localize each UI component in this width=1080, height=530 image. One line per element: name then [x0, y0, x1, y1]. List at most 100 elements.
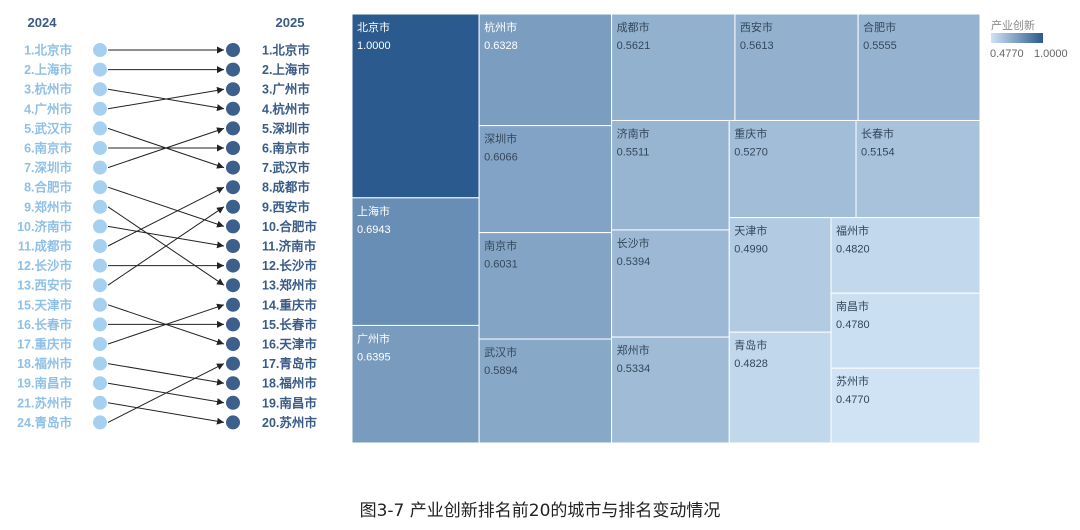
right-rank-dot: [226, 101, 240, 116]
left-year-header: 2024: [28, 15, 58, 30]
treemap-cell-rect: [857, 13, 981, 121]
left-rank-label: 9.郑州市: [24, 199, 72, 214]
treemap-cell-name: 成都市: [617, 20, 650, 34]
right-rank-label: 16.天津市: [262, 337, 317, 352]
treemap-cell-name: 西安市: [740, 20, 773, 34]
treemap-cell-rect: [734, 13, 859, 121]
treemap-cell: 南京市 0.6031: [478, 232, 613, 340]
treemap-cell-name: 杭州市: [484, 20, 517, 34]
left-rank-dot: [93, 199, 107, 214]
right-rank-label: 9.西安市: [262, 199, 310, 214]
treemap-cell: 成都市 0.5621: [611, 13, 736, 121]
left-rank-label: 3.杭州市: [24, 82, 72, 97]
rank-change-arrow: [107, 363, 225, 423]
right-rank-dot: [226, 278, 240, 293]
left-rank-dot: [93, 337, 107, 351]
right-rank-dot: [226, 180, 240, 195]
left-rank-label: 10.济南市: [17, 219, 72, 234]
treemap-cell-name: 重庆市: [734, 126, 767, 140]
right-rank-dot: [226, 160, 240, 175]
treemap-cells: 北京市 1.0000 上海市 0.6943 广州市 0.6395 杭州市 0.6328 深圳市 0…: [351, 13, 981, 444]
legend-title: 产业创新: [991, 20, 1035, 32]
left-rank-dot: [93, 180, 107, 195]
treemap-cell-value: 0.5394: [617, 256, 651, 268]
left-rank-label: 6.南京市: [24, 141, 72, 156]
treemap-cell: 长沙市 0.5394: [611, 229, 730, 338]
left-rank-dot: [93, 62, 107, 77]
treemap-cell-name: 上海市: [357, 204, 390, 218]
rank-change-arrow: [107, 206, 225, 286]
left-rank-dot: [93, 297, 107, 312]
left-rank-dot: [93, 258, 107, 273]
right-rank-label: 6.南京市: [262, 141, 310, 156]
right-rank-label: 14.重庆市: [262, 297, 317, 312]
right-rank-dot: [226, 317, 240, 332]
treemap-cell-name: 南京市: [484, 239, 517, 253]
treemap-cell-rect: [611, 119, 730, 231]
left-rank-label: 2.上海市: [24, 62, 72, 77]
right-rank-dot: [226, 82, 240, 97]
treemap-cell: 北京市 1.0000: [351, 13, 480, 199]
rank-change-arrow: [107, 186, 225, 247]
treemap-cell-name: 南昌市: [836, 299, 869, 313]
rank-change-arrow: [107, 86, 225, 110]
treemap-cell-name: 广州市: [357, 331, 390, 345]
treemap-cell-value: 0.5621: [617, 40, 651, 52]
right-rank-label: 11.济南市: [262, 239, 317, 254]
treemap-cell-value: 0.6395: [357, 351, 391, 363]
right-rank-dot: [226, 376, 240, 391]
treemap-cell-value: 0.5334: [617, 363, 651, 375]
right-rank-dot: [226, 219, 240, 234]
treemap-cell-name: 郑州市: [617, 343, 650, 357]
treemap-cell-rect: [351, 324, 480, 444]
treemap-cell-rect: [351, 13, 480, 199]
right-rank-dot: [226, 258, 240, 273]
left-rank-label: 15.天津市: [17, 297, 72, 312]
treemap-cell-name: 天津市: [734, 224, 767, 238]
legend-color-bar: [991, 33, 1043, 43]
treemap-cell-value: 0.4990: [734, 244, 768, 256]
left-rank-dot: [93, 415, 107, 430]
treemap-cell: 苏州市 0.4770: [830, 367, 981, 444]
treemap-cell-value: 0.6066: [484, 152, 518, 164]
left-rank-dot: [93, 395, 107, 410]
left-rank-column: 1.北京市 2.上海市 3.杭州市 4.广州市 5.武汉市 6.南京市 7.深圳市 8.合肥市…: [17, 43, 107, 430]
right-rank-label: 3.广州市: [262, 82, 310, 97]
treemap-cell-rect: [855, 119, 981, 219]
treemap-cell: 长春市 0.5154: [855, 119, 981, 219]
treemap-cell: 南昌市 0.4780: [830, 292, 981, 369]
rank-links: [107, 46, 225, 425]
treemap-cell-name: 长沙市: [617, 236, 650, 250]
rank-change-arrow: [107, 363, 225, 386]
right-year-header: 2025: [276, 15, 305, 30]
treemap-cell-rect: [478, 13, 613, 127]
right-rank-dot: [226, 62, 240, 77]
treemap-cell: 合肥市 0.5555: [857, 13, 981, 121]
treemap-cell-name: 青岛市: [734, 338, 767, 352]
left-rank-label: 7.深圳市: [24, 160, 72, 175]
treemap-cell-value: 0.5270: [734, 146, 768, 158]
treemap-cell-name: 合肥市: [863, 20, 896, 34]
left-rank-dot: [93, 121, 107, 136]
treemap-cell-value: 0.4780: [836, 319, 870, 331]
left-rank-label: 17.重庆市: [17, 337, 72, 352]
left-rank-dot: [93, 239, 107, 253]
right-rank-label: 10.合肥市: [262, 219, 317, 234]
treemap-cell: 济南市 0.5511: [611, 119, 730, 231]
left-rank-label: 21.苏州市: [17, 395, 72, 410]
left-rank-dot: [93, 160, 107, 175]
left-rank-label: 11.成都市: [18, 239, 73, 254]
treemap-cell: 深圳市 0.6066: [478, 125, 613, 234]
treemap-cell-value: 0.6943: [357, 224, 391, 236]
treemap-cell-rect: [611, 229, 730, 338]
rank-change-arrow: [107, 127, 225, 169]
right-rank-label: 7.武汉市: [262, 160, 310, 175]
left-rank-label: 12.长沙市: [17, 258, 72, 273]
treemap-cell-value: 0.6328: [484, 40, 518, 52]
treemap-cell: 青岛市 0.4828: [728, 331, 832, 444]
right-rank-dot: [226, 199, 240, 214]
treemap-cell: 重庆市 0.5270: [728, 119, 857, 219]
left-rank-label: 19.南昌市: [17, 376, 72, 391]
treemap-cell-name: 福州市: [836, 224, 869, 238]
right-rank-label: 19.南昌市: [262, 395, 317, 410]
